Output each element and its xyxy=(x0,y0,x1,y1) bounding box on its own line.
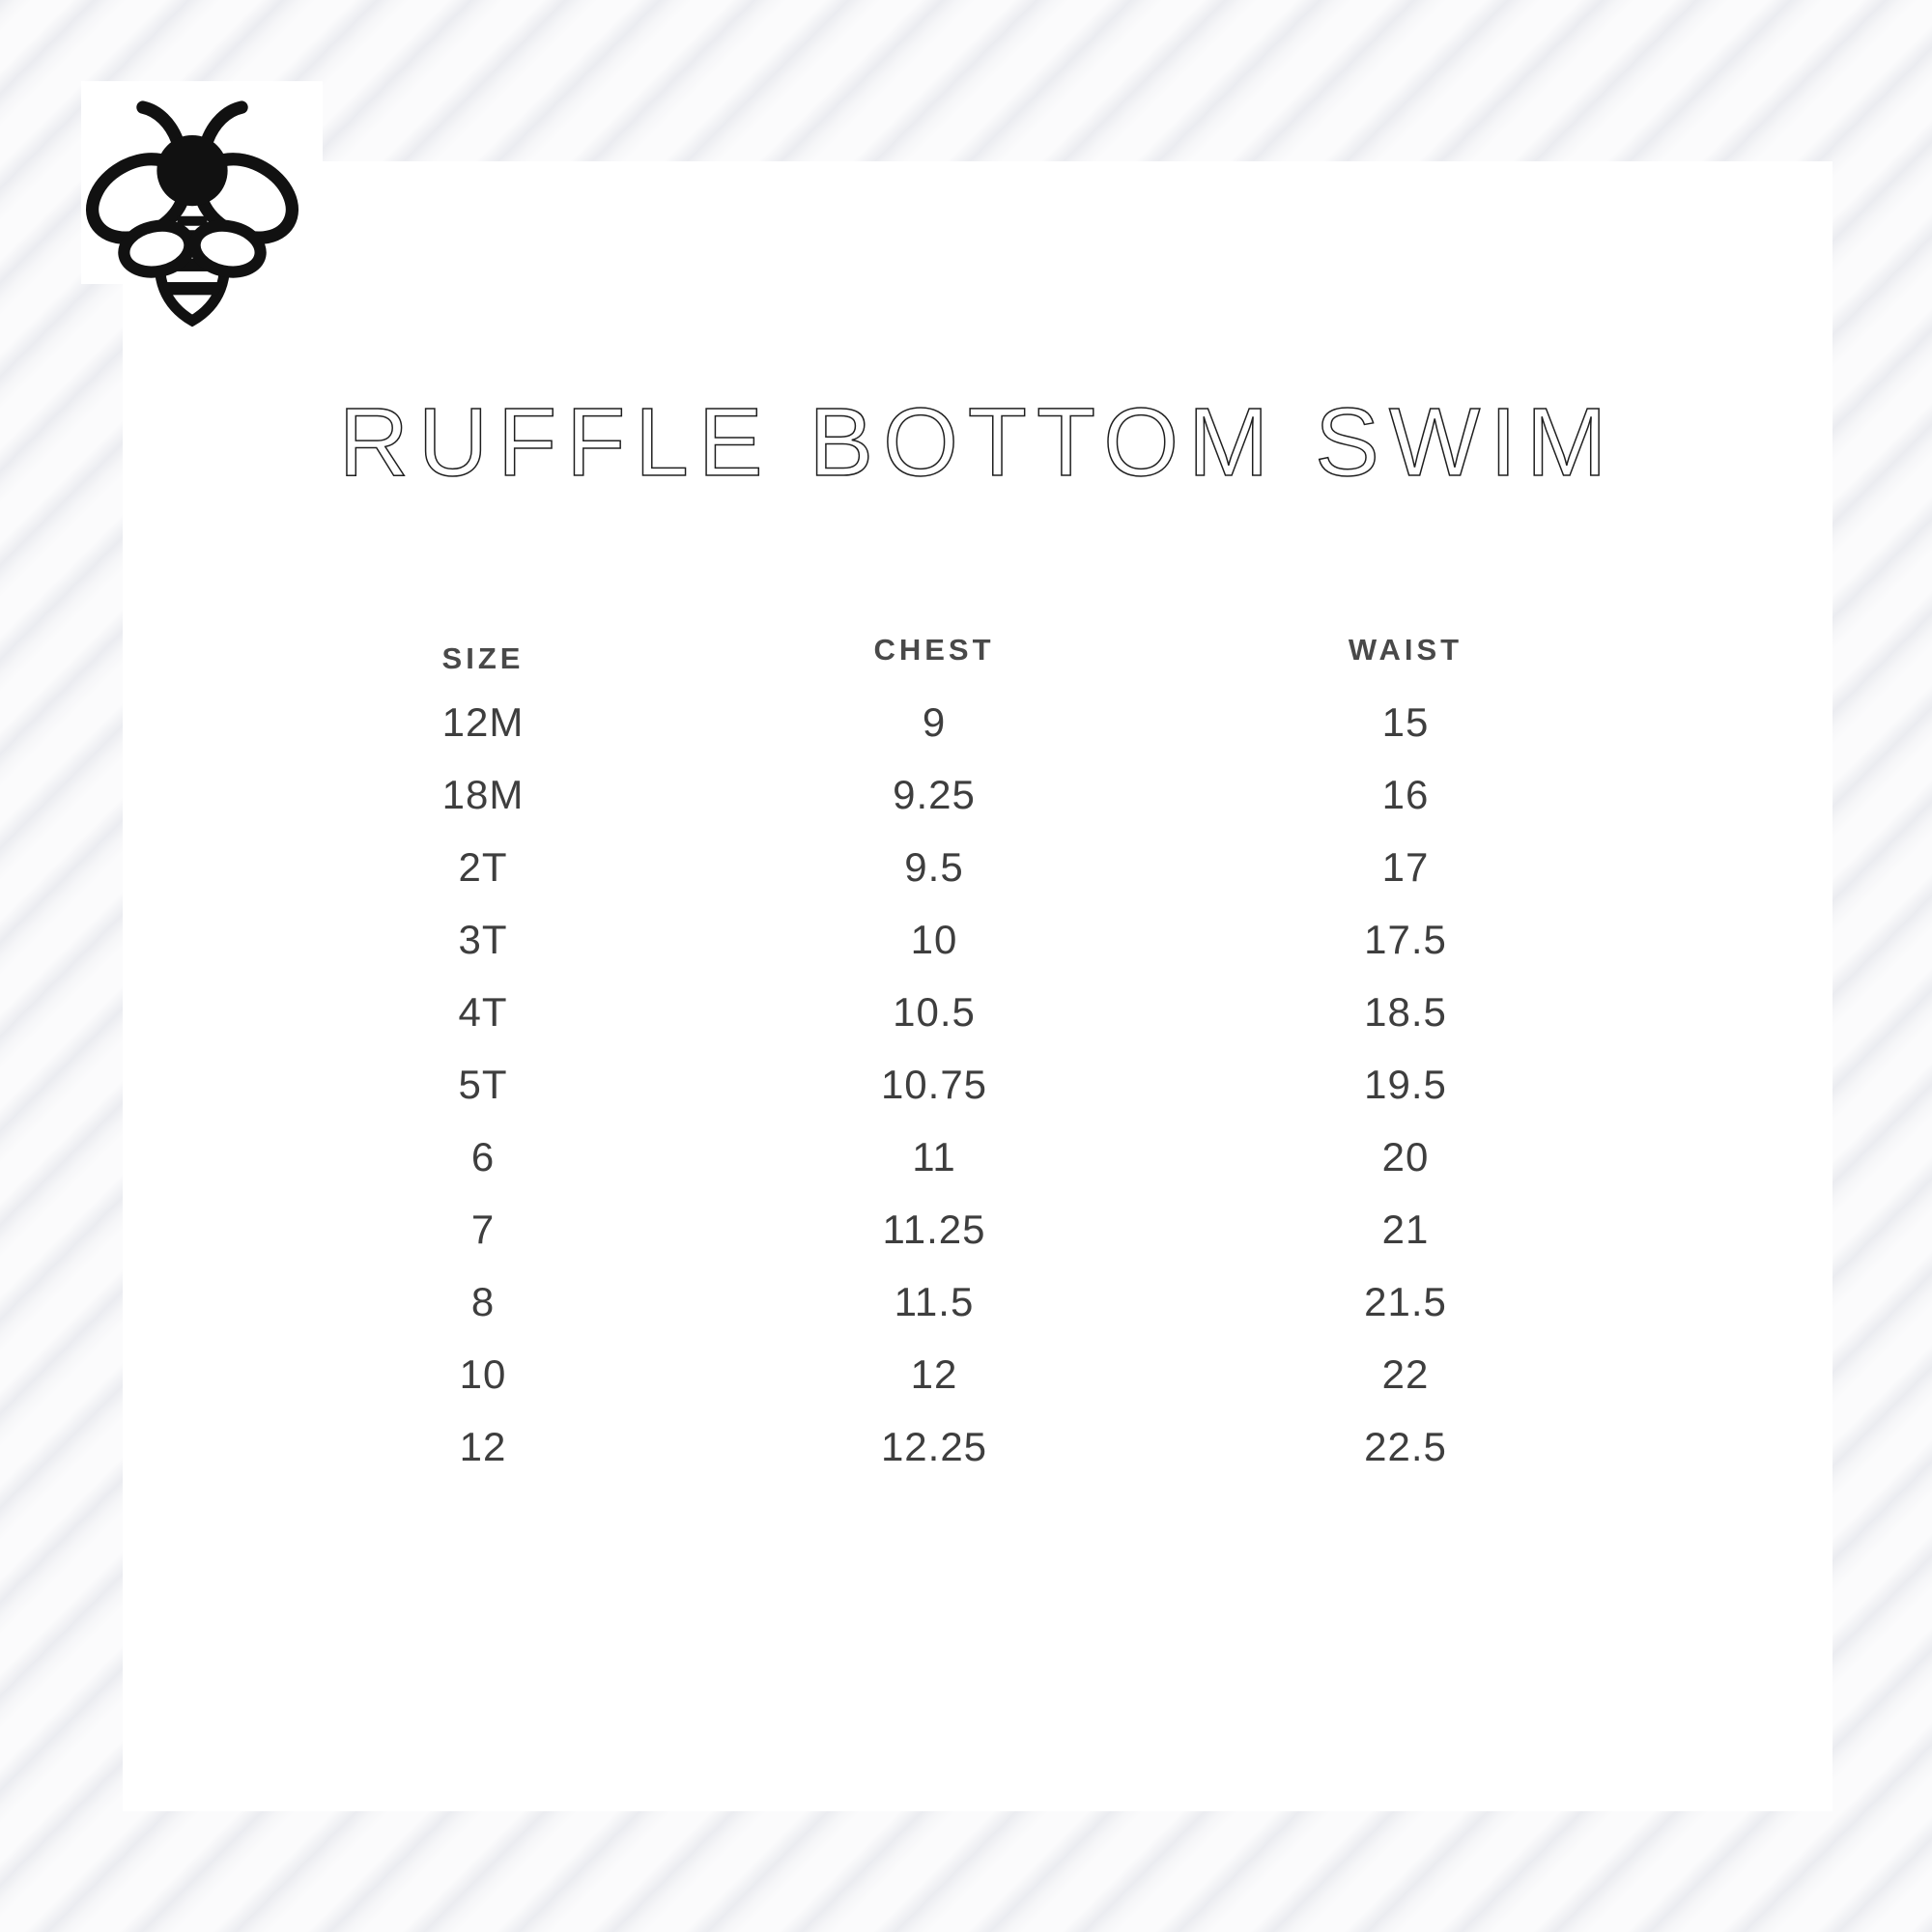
table-cell: 12M xyxy=(441,698,525,745)
table-cell: 11.5 xyxy=(894,1278,975,1324)
table-cell: 11.25 xyxy=(882,1206,986,1252)
table-cell: 9.25 xyxy=(893,771,976,817)
table-row: 4T 10.5 18.5 xyxy=(290,976,1619,1048)
table-cell: 12 xyxy=(459,1423,507,1469)
table-cell: 18.5 xyxy=(1364,988,1447,1035)
table-cell: 2T xyxy=(458,843,508,890)
table-cell: 3T xyxy=(458,916,508,962)
table-cell: 9 xyxy=(922,698,947,745)
size-table: SIZE CHEST WAIST 12M 9 15 18M 9.25 16 2T 9.5 17 3… xyxy=(290,613,1619,1483)
table-cell: 19.5 xyxy=(1364,1061,1447,1107)
table-cell: 7 xyxy=(470,1206,496,1252)
table-cell: 11 xyxy=(912,1133,956,1179)
table-row: 6 11 20 xyxy=(290,1121,1619,1193)
table-cell: 12.25 xyxy=(880,1423,988,1469)
table-row: 8 11.5 21.5 xyxy=(290,1265,1619,1338)
table-cell: 16 xyxy=(1381,771,1430,817)
table-row: 10 12 22 xyxy=(290,1338,1619,1410)
table-cell: 21 xyxy=(1381,1206,1430,1252)
table-cell: 10 xyxy=(459,1350,507,1397)
table-header-row: SIZE CHEST WAIST xyxy=(290,613,1619,686)
table-cell: 6 xyxy=(470,1133,496,1179)
column-header-waist: WAIST xyxy=(1348,632,1463,667)
size-table-body: 12M 9 15 18M 9.25 16 2T 9.5 17 3T 10 17.5 4T 10.5 18.5… xyxy=(290,686,1619,1483)
table-cell: 17 xyxy=(1381,843,1430,890)
table-cell: 10.75 xyxy=(880,1061,988,1107)
content-card xyxy=(123,161,1833,1811)
table-cell: 20 xyxy=(1381,1133,1430,1179)
table-row: 12M 9 15 xyxy=(290,686,1619,758)
bee-icon xyxy=(85,100,299,327)
table-cell: 5T xyxy=(458,1061,508,1107)
page-title: RUFFLE BOTTOM SWIM xyxy=(338,388,1617,497)
table-cell: 4T xyxy=(458,988,508,1035)
table-cell: 9.5 xyxy=(904,843,964,890)
table-cell: 21.5 xyxy=(1364,1278,1447,1324)
table-cell: 10 xyxy=(910,916,958,962)
table-cell: 15 xyxy=(1381,698,1430,745)
table-row: 12 12.25 22.5 xyxy=(290,1410,1619,1483)
table-row: 5T 10.75 19.5 xyxy=(290,1048,1619,1121)
table-row: 18M 9.25 16 xyxy=(290,758,1619,831)
table-cell: 22.5 xyxy=(1364,1423,1447,1469)
table-cell: 22 xyxy=(1381,1350,1430,1397)
table-cell: 8 xyxy=(470,1278,496,1324)
table-row: 7 11.25 21 xyxy=(290,1193,1619,1265)
table-cell: 17.5 xyxy=(1364,916,1447,962)
table-cell: 10.5 xyxy=(893,988,976,1035)
table-cell: 12 xyxy=(910,1350,958,1397)
column-header-size: SIZE xyxy=(441,640,525,675)
column-header-chest: CHEST xyxy=(873,632,995,667)
table-row: 2T 9.5 17 xyxy=(290,831,1619,903)
table-row: 3T 10 17.5 xyxy=(290,903,1619,976)
table-cell: 18M xyxy=(441,771,525,817)
